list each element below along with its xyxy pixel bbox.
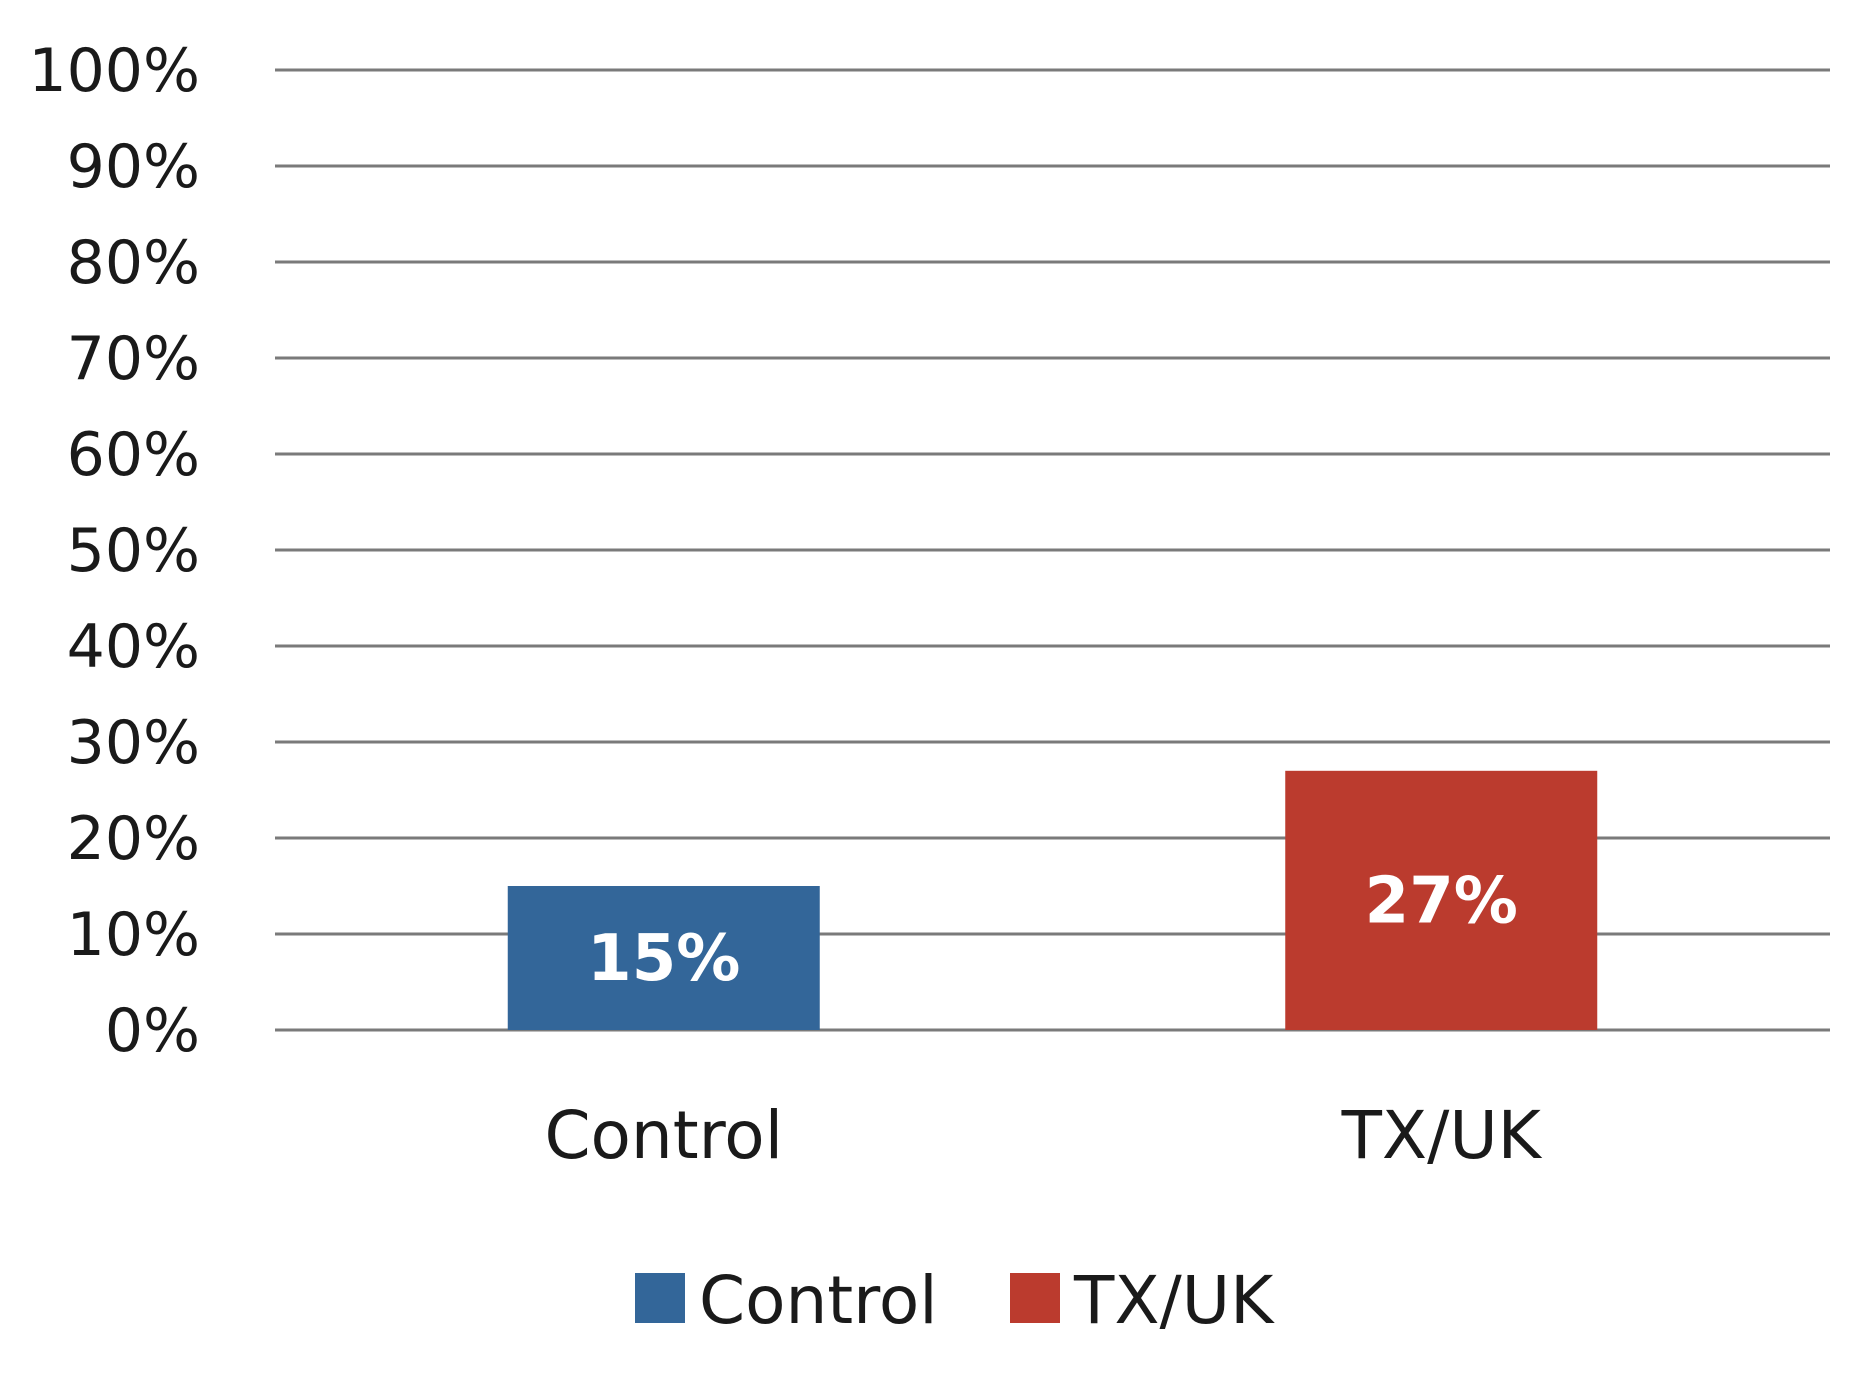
x-category-label: TX/UK (1341, 1097, 1543, 1174)
legend-label: TX/UK (1073, 1262, 1275, 1339)
y-tick-label: 0% (105, 996, 200, 1066)
legend-swatch (1010, 1273, 1060, 1323)
y-tick-label: 20% (67, 804, 200, 874)
y-tick-label: 100% (28, 36, 200, 106)
data-label: 15% (587, 922, 740, 996)
legend-swatch (635, 1273, 685, 1323)
bar-tx-uk (1285, 770, 1598, 1030)
x-axis-categories: Control TX/UK (544, 1097, 1542, 1174)
y-tick-label: 50% (67, 516, 200, 586)
bars: 15% 27% (507, 770, 1598, 1030)
data-label: 27% (1365, 864, 1518, 938)
legend: Control TX/UK (635, 1262, 1275, 1339)
y-axis-ticks: 0% 10% 20% 30% 40% 50% 60% 70% 80% 90% 100% (28, 36, 200, 1066)
y-tick-label: 30% (67, 708, 200, 778)
y-tick-label: 60% (67, 420, 200, 490)
y-tick-label: 10% (67, 900, 200, 970)
y-tick-label: 40% (67, 612, 200, 682)
y-tick-label: 80% (67, 228, 200, 298)
x-category-label: Control (544, 1097, 783, 1174)
y-tick-label: 70% (67, 324, 200, 394)
bar-control (507, 886, 820, 1030)
legend-label: Control (699, 1262, 938, 1339)
y-tick-label: 90% (67, 132, 200, 202)
